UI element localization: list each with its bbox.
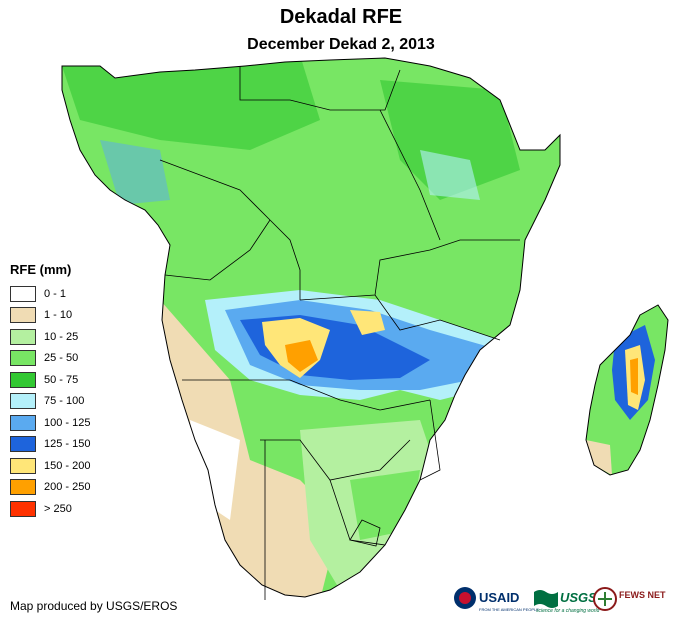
rainfall-zone-50-75 [62, 58, 320, 150]
rainfall-zone-1-10 [150, 300, 340, 597]
legend-label: 150 - 200 [44, 459, 91, 472]
rainfall-zone-75-100 [420, 150, 480, 200]
usaid-label: USAID [479, 590, 519, 605]
usaid-logo: USAID FROM THE AMERICAN PEOPLE [454, 587, 539, 612]
legend-swatch [10, 350, 36, 367]
legend-item: 75 - 100 [10, 391, 90, 413]
rainfall-zone-50-75 [380, 80, 520, 200]
legend-item: 0 - 1 [10, 283, 90, 305]
legend-item: 200 - 250 [10, 477, 90, 499]
legend-item: 25 - 50 [10, 348, 90, 370]
rainfall-zone-1-10 [586, 440, 612, 475]
legend-item: 10 - 25 [10, 326, 90, 348]
rainfall-zone-100-125 [100, 140, 170, 205]
legend-swatch [10, 328, 36, 345]
legend-swatch [10, 479, 36, 496]
legend-swatch [10, 414, 36, 431]
legend-swatch [10, 285, 36, 302]
legend-swatch [10, 371, 36, 388]
legend-item: 50 - 75 [10, 369, 90, 391]
legend-item: 125 - 150 [10, 434, 90, 456]
map-subtitle: December Dekad 2, 2013 [247, 36, 435, 53]
legend-item: > 250 [10, 498, 90, 520]
usgs-tagline: science for a changing world [536, 608, 600, 614]
legend-swatch [10, 436, 36, 453]
legend-title: RFE (mm) [10, 262, 72, 277]
legend-item: 100 - 125 [10, 412, 90, 434]
agency-logos: USAID FROM THE AMERICAN PEOPLE USGS scie… [454, 587, 666, 614]
fews-label: FEWS NET [619, 590, 666, 600]
usgs-label: USGS [560, 590, 597, 605]
legend-label: 50 - 75 [44, 373, 79, 386]
legend-swatch [10, 500, 36, 517]
rainfall-zone-200-250 [630, 358, 638, 395]
legend-label: > 250 [44, 502, 72, 515]
legend-rows: 0 - 1 1 - 10 10 - 25 25 - 50 50 - 75 75 - 100… [10, 283, 90, 520]
rainfall-zone-25-50 [350, 470, 420, 540]
credit-text: Map produced by USGS/EROS [10, 599, 178, 613]
usaid-tagline: FROM THE AMERICAN PEOPLE [479, 607, 539, 612]
legend-label: 0 - 1 [44, 287, 67, 300]
legend-label: 100 - 125 [44, 416, 91, 429]
legend-item: 1 - 10 [10, 305, 90, 327]
map-title: Dekadal RFE [279, 6, 403, 28]
legend-label: 125 - 150 [44, 438, 91, 451]
legend-label: 1 - 10 [44, 309, 73, 322]
rainfall-zone-200-250 [285, 340, 318, 372]
usgs-wave-icon [534, 590, 558, 608]
rainfall-zone-150-200 [350, 310, 385, 335]
legend-swatch [10, 307, 36, 324]
legend-item: 150 - 200 [10, 455, 90, 477]
usgs-logo: USGS science for a changing world [534, 590, 600, 614]
legend-swatch [10, 457, 36, 474]
legend-label: 25 - 50 [44, 352, 79, 365]
legend-label: 200 - 250 [44, 481, 91, 494]
legend-label: 75 - 100 [44, 395, 85, 408]
legend: RFE (mm) 0 - 1 1 - 10 10 - 25 25 - 50 50 - 7… [10, 262, 90, 520]
legend-label: 10 - 25 [44, 330, 79, 343]
fews-net-logo: FEWS NET [593, 587, 666, 611]
country-borders [159, 66, 520, 600]
legend-swatch [10, 393, 36, 410]
